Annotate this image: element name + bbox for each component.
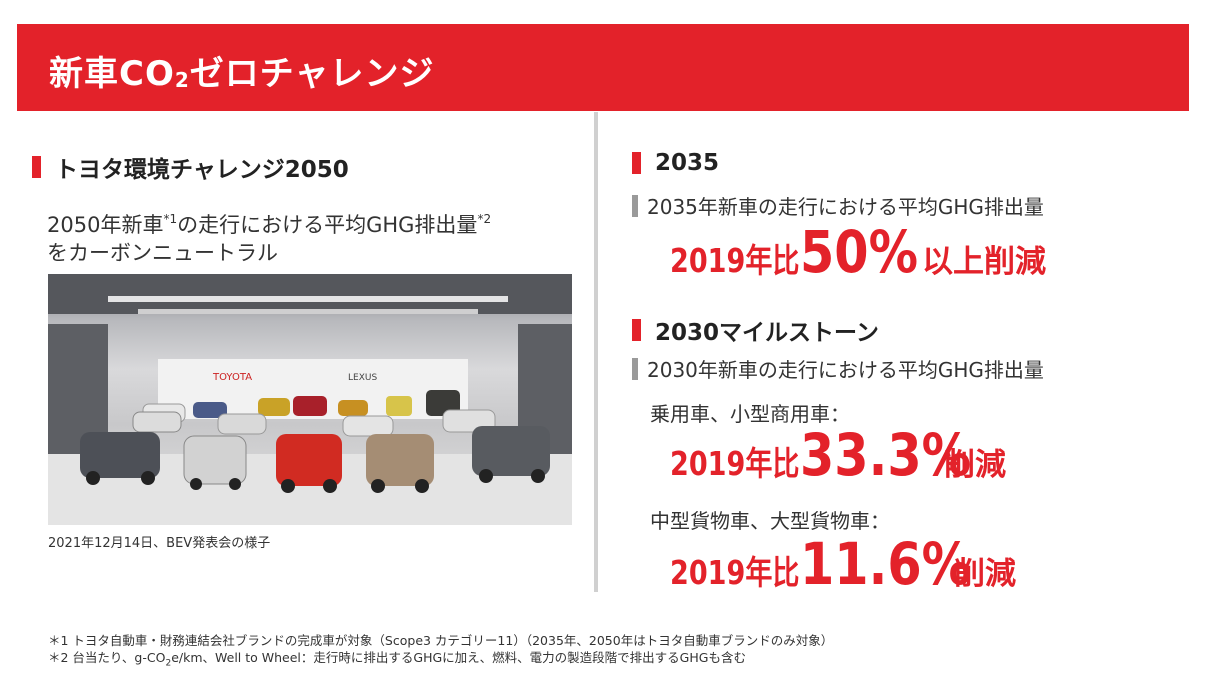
red-bullet-icon <box>632 319 641 341</box>
page-title: 新車CO2ゼロチャレンジ <box>49 54 435 94</box>
gray-bullet-icon <box>632 357 638 380</box>
category-passenger-label: 乗用車、小型商用車： <box>650 402 850 426</box>
heading-2030: 2030マイルストーン <box>632 313 879 347</box>
target-2030-truck: 2019年比 11.6% 削減 <box>670 530 1016 598</box>
left-statement: 2050年新車*1の走行における平均GHG排出量*2 をカーボンニュートラル <box>47 212 492 265</box>
red-bullet-icon <box>632 152 641 174</box>
gray-bullet-icon <box>632 194 638 217</box>
category-truck-label: 中型貨物車、大型貨物車： <box>650 509 890 533</box>
photo-caption: 2021年12月14日、BEV発表会の様子 <box>48 536 271 551</box>
target-2035: 2019年比 50% 以上削減 <box>670 218 1046 286</box>
svg-text:TOYOTA: TOYOTA <box>212 372 252 383</box>
footnotes: ＊1 トヨタ自動車・財務連結会社ブランドの完成車が対象（Scope3 カテゴリー… <box>48 632 833 673</box>
red-bullet-icon <box>32 156 41 178</box>
footnote-1: ＊1 トヨタ自動車・財務連結会社ブランドの完成車が対象（Scope3 カテゴリー… <box>48 633 834 648</box>
subheading-2035: 2035年新車の走行における平均GHG排出量 <box>632 191 1044 220</box>
left-heading: トヨタ環境チャレンジ2050 <box>32 150 349 184</box>
bev-launch-photo: TOYOTA LEXUS <box>48 274 572 525</box>
svg-text:LEXUS: LEXUS <box>348 373 377 383</box>
footnote-2: ＊2 台当たり、g-CO2e/km、Well to Wheel：走行時に排出する… <box>48 650 746 669</box>
subheading-2030: 2030年新車の走行における平均GHG排出量 <box>632 354 1044 383</box>
column-divider <box>594 112 598 592</box>
title-banner: 新車CO2ゼロチャレンジ <box>17 24 1189 111</box>
target-2030-passenger: 2019年比 33.3% 削減 <box>670 421 1006 489</box>
heading-2035: 2035 <box>632 150 719 176</box>
